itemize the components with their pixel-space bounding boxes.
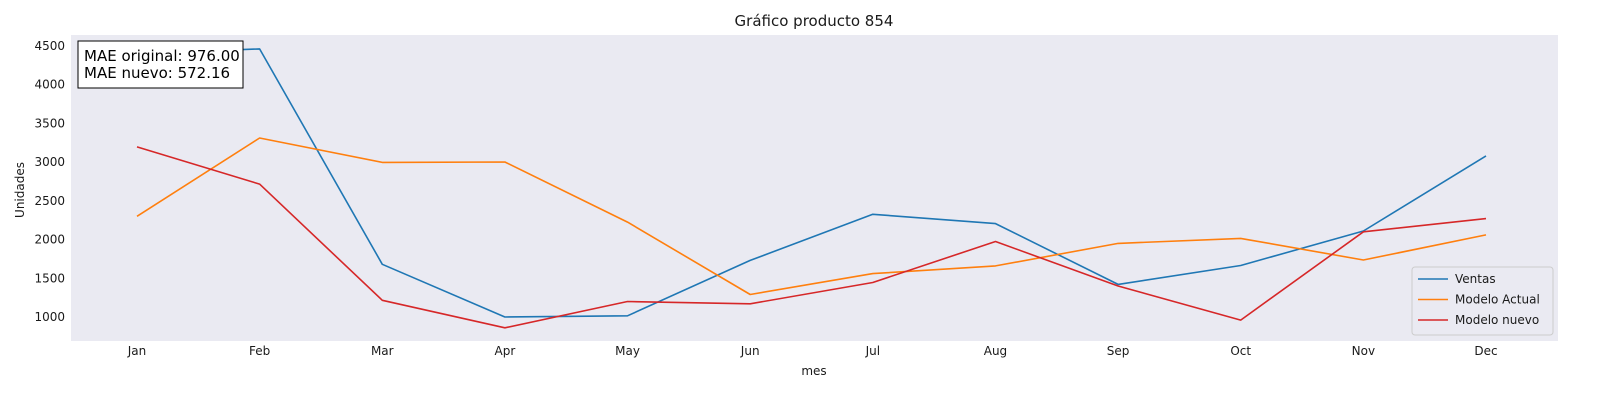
y-tick-label: 2000 <box>34 233 65 247</box>
mae-annotation-box: MAE original: 976.00 MAE nuevo: 572.16 <box>77 40 244 89</box>
x-tick-label: Sep <box>1107 344 1130 358</box>
series-line-modelo-actual <box>136 137 1487 296</box>
x-tick-label: Mar <box>371 344 394 358</box>
x-tick-label: Dec <box>1474 344 1497 358</box>
y-tick-label: 4500 <box>34 39 65 53</box>
annotation-line-2: MAE nuevo: 572.16 <box>84 64 230 82</box>
annotation-line-1: MAE original: 976.00 <box>84 47 240 65</box>
legend-label: Ventas <box>1455 272 1496 286</box>
x-tick-label: May <box>615 344 640 358</box>
x-tick-label: Oct <box>1230 344 1251 358</box>
y-tick-label: 1500 <box>34 271 65 285</box>
y-axis-label: Unidades <box>13 162 27 218</box>
x-tick-label: Aug <box>984 344 1007 358</box>
x-tick-label: Nov <box>1352 344 1375 358</box>
series-line-modelo-nuevo <box>136 146 1487 329</box>
series-lines <box>136 48 1487 329</box>
x-tick-label: Apr <box>495 344 516 358</box>
y-tick-label: 2500 <box>34 194 65 208</box>
chart-title: Gráfico producto 854 <box>735 12 894 30</box>
series-line-ventas <box>136 48 1487 318</box>
y-axis-ticks: 1000 1500 2000 2500 3000 3500 4000 4500 <box>34 39 65 324</box>
plot-area <box>71 35 1558 341</box>
y-tick-label: 4000 <box>34 78 65 92</box>
annotation-frame <box>77 40 244 89</box>
legend: Ventas Modelo Actual Modelo nuevo <box>1411 266 1554 336</box>
x-tick-label: Jan <box>127 344 147 358</box>
y-tick-label: 3500 <box>34 116 65 130</box>
x-tick-label: Jul <box>865 344 880 358</box>
x-axis-label: mes <box>801 364 826 378</box>
y-tick-label: 3000 <box>34 155 65 169</box>
legend-frame <box>1411 266 1554 336</box>
x-tick-label: Jun <box>740 344 760 358</box>
legend-label: Modelo Actual <box>1455 293 1540 307</box>
x-axis-ticks: Jan Feb Mar Apr May Jun Jul Aug Sep Oct Nov Dec <box>127 344 1498 358</box>
x-tick-label: Feb <box>249 344 270 358</box>
legend-label: Modelo nuevo <box>1455 313 1539 327</box>
y-tick-label: 1000 <box>34 310 65 324</box>
